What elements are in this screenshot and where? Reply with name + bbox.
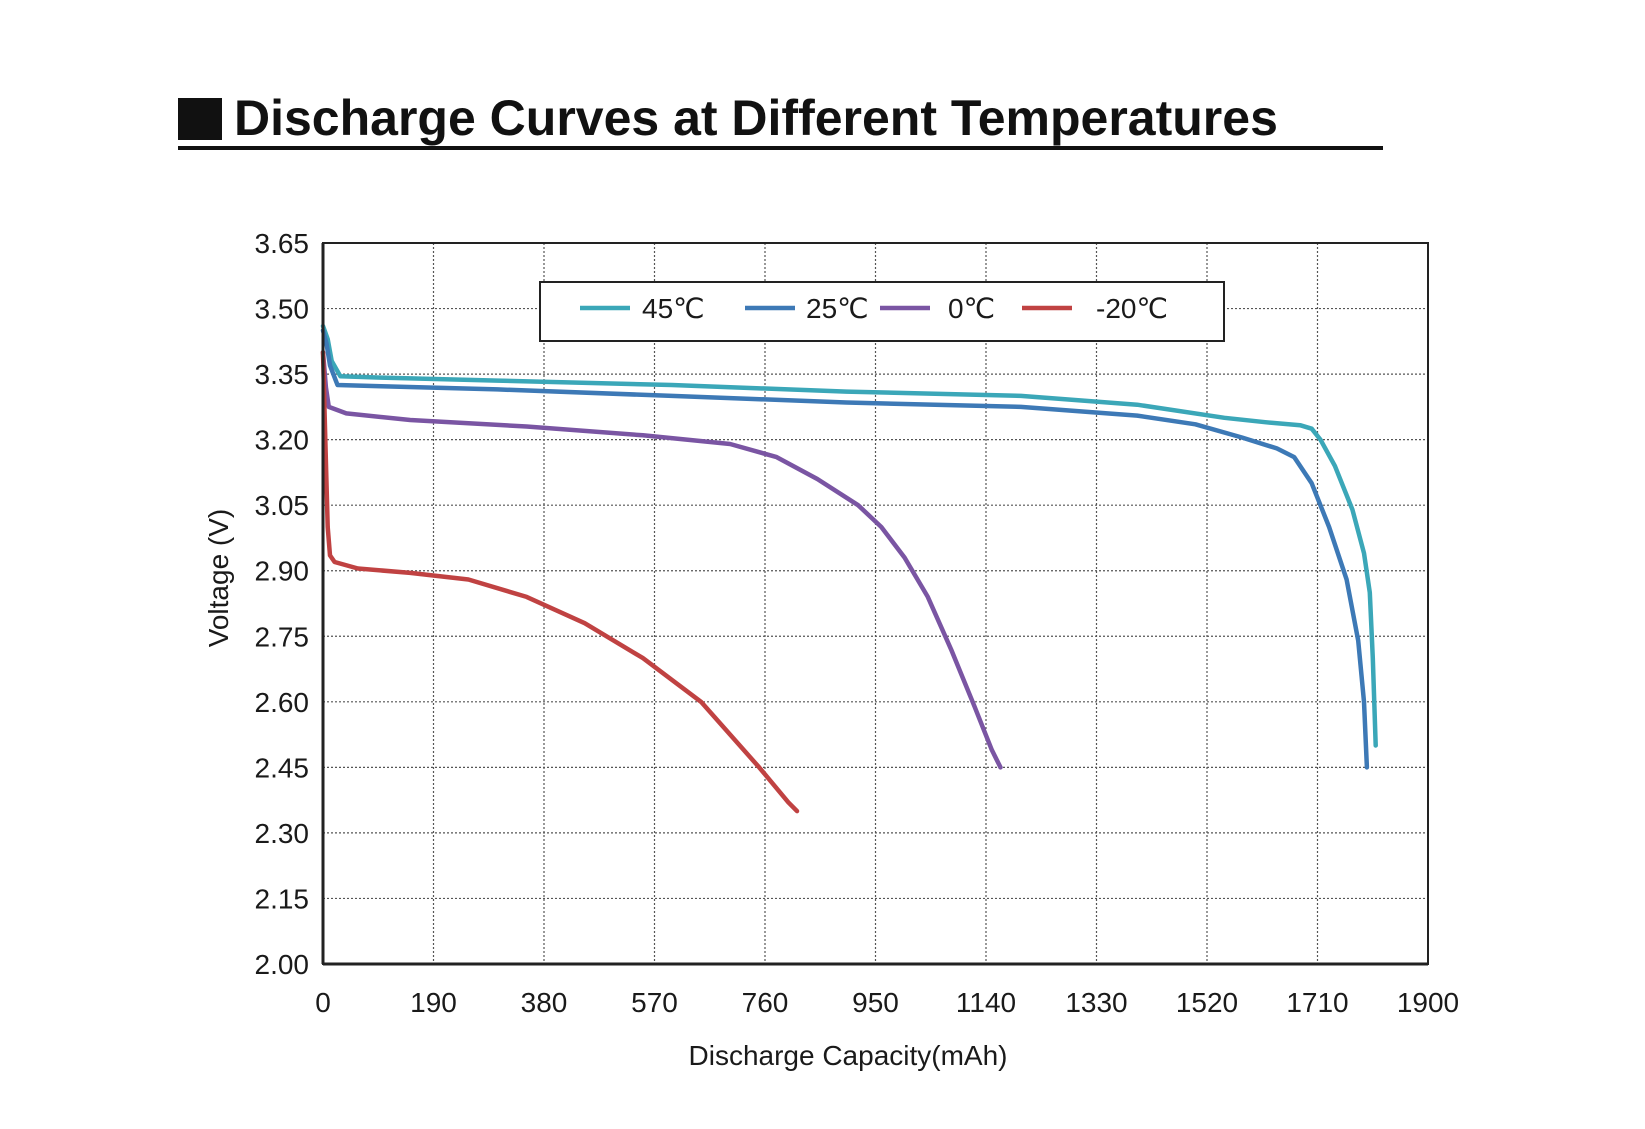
- series-line-2: [320, 349, 1003, 770]
- x-tick-label: 190: [410, 987, 457, 1018]
- y-tick-label: 3.65: [255, 228, 310, 259]
- y-tick-label: 2.60: [255, 687, 310, 718]
- chart-title: Discharge Curves at Different Temperatur…: [234, 90, 1278, 146]
- series-line-3: [320, 349, 800, 814]
- x-tick-label: 1520: [1176, 987, 1238, 1018]
- y-tick-label: 2.30: [255, 818, 310, 849]
- x-tick-label: 760: [742, 987, 789, 1018]
- y-tick-label: 2.15: [255, 883, 310, 914]
- title-underline: [178, 146, 1383, 150]
- y-tick-label: 2.90: [255, 556, 310, 587]
- x-axis-label: Discharge Capacity(mAh): [689, 1040, 1008, 1071]
- chart-title-block: Discharge Curves at Different Temperatur…: [178, 86, 1383, 150]
- y-tick-labels: 3.65 3.50 3.35 3.20 3.05 2.90 2.75 2.60 2.45 2.30…: [255, 228, 310, 980]
- x-tick-label: 1710: [1286, 987, 1348, 1018]
- series-line-1: [320, 328, 1370, 770]
- y-tick-label: 3.20: [255, 425, 310, 456]
- y-tick-label: 2.75: [255, 621, 310, 652]
- chart-grid: [322, 242, 1429, 965]
- x-tick-label: 380: [521, 987, 568, 1018]
- x-tick-label: 1330: [1065, 987, 1127, 1018]
- legend-label-0: 45℃: [642, 293, 705, 324]
- x-tick-labels: 0 190 380 570 760 950 1140 1330 1520 1710 1900: [315, 987, 1459, 1018]
- chart-legend: 45℃ 25℃ 0℃ -20℃: [539, 281, 1225, 342]
- title-square-icon: [178, 98, 222, 140]
- y-tick-label: 2.45: [255, 752, 310, 783]
- chart-axes: [321, 242, 1429, 966]
- chart-series: [320, 323, 1378, 814]
- legend-box: [539, 281, 1225, 342]
- y-tick-label: 2.00: [255, 949, 310, 980]
- y-axis-label: Voltage (V): [203, 509, 234, 648]
- legend-label-1: 25℃: [806, 293, 869, 324]
- legend-label-2: 0℃: [948, 293, 995, 324]
- x-tick-label: 570: [631, 987, 678, 1018]
- x-tick-label: 1140: [956, 987, 1016, 1018]
- x-tick-label: 0: [315, 987, 331, 1018]
- y-tick-label: 3.05: [255, 490, 310, 521]
- legend-label-3: -20℃: [1096, 293, 1168, 324]
- y-tick-label: 3.35: [255, 359, 310, 390]
- x-tick-label: 1900: [1397, 987, 1459, 1018]
- y-tick-label: 3.50: [255, 294, 310, 325]
- x-tick-label: 950: [852, 987, 899, 1018]
- series-line-0: [320, 323, 1378, 748]
